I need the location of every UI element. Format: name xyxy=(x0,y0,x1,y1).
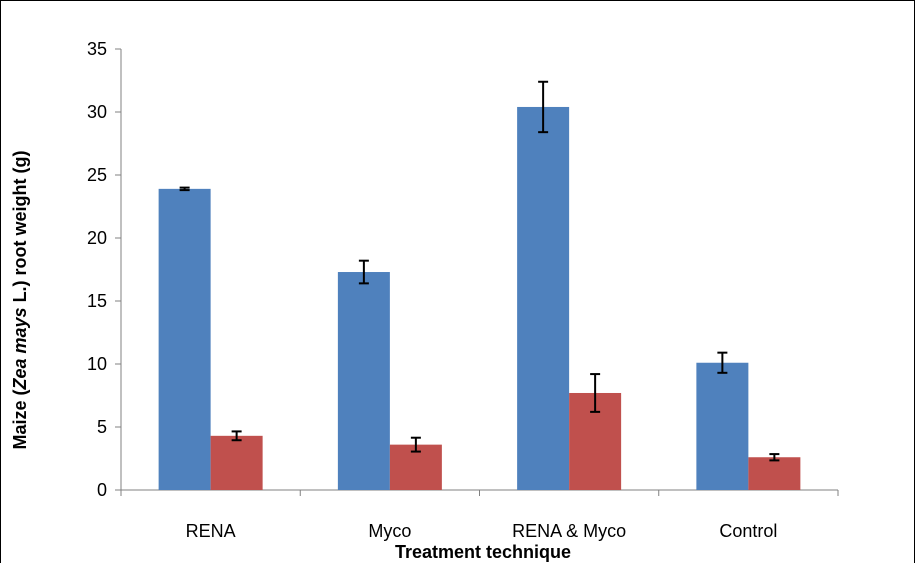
y-axis-title-part-1: Maize ( xyxy=(10,390,30,450)
bar xyxy=(696,362,749,490)
y-tick-label: 5 xyxy=(97,417,107,437)
y-tick-label: 15 xyxy=(87,291,107,311)
y-tick-label: 20 xyxy=(87,228,107,248)
y-tick-label: 35 xyxy=(87,39,107,59)
y-tick-label: 0 xyxy=(97,480,107,500)
x-tick-label: RENA & Myco xyxy=(512,521,626,541)
y-tick-label: 10 xyxy=(87,354,107,374)
y-tick-label: 30 xyxy=(87,102,107,122)
y-axis-title-italic: Zea mays xyxy=(10,307,30,390)
bar xyxy=(158,188,211,491)
x-tick-label: Control xyxy=(719,521,777,541)
y-tick-label: 25 xyxy=(87,165,107,185)
bar xyxy=(748,457,801,490)
bar xyxy=(210,435,263,490)
x-axis-title: Treatment technique xyxy=(395,542,571,562)
axis-labels: 0 5 10 15 20 25 30 35 RENA Myco RENA & Myco Control xyxy=(87,39,777,541)
error-bars xyxy=(179,80,780,462)
bar xyxy=(337,272,390,490)
x-tick-label: RENA xyxy=(186,521,236,541)
y-axis-title-part-2: L.) root weight (g) xyxy=(10,150,30,307)
bars xyxy=(158,106,801,491)
x-tick-label: Myco xyxy=(368,521,411,541)
y-axis-title: Maize (Zea mays L.) root weight (g) xyxy=(10,150,30,449)
bar xyxy=(517,106,570,491)
